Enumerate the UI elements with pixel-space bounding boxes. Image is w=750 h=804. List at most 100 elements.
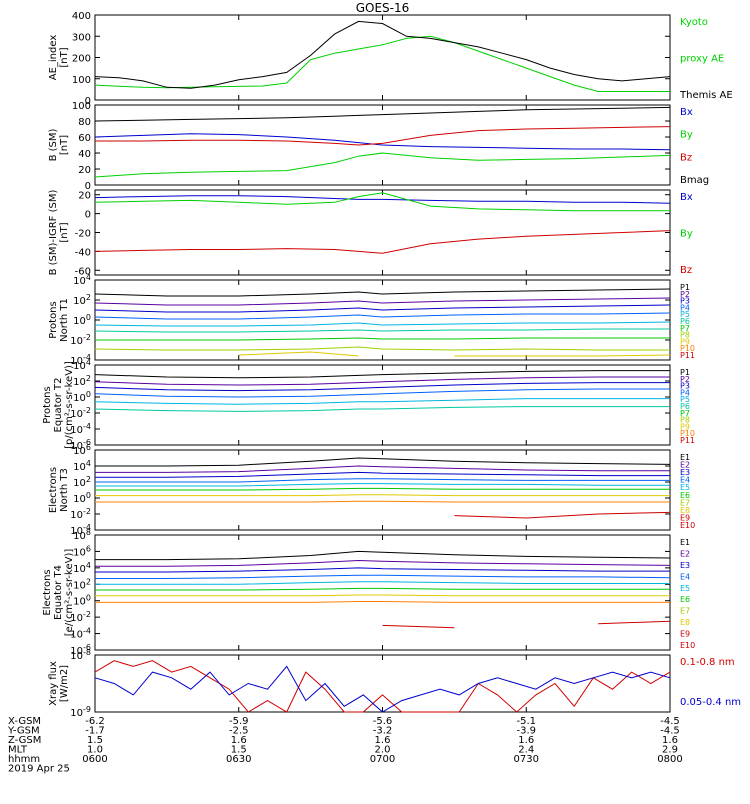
ytick-label-bsm: 100 (72, 101, 91, 112)
legend-entry-pn: P1 (680, 283, 690, 292)
legend-entry-pn: P8 (680, 331, 690, 340)
ephemeris-value: 1.5 (231, 745, 247, 756)
legend-entry-xray: 0.05-0.4 nm (680, 697, 741, 708)
series-line-pn-p8 (94, 346, 670, 351)
legend-entry-en: E4 (680, 476, 690, 485)
ytick-label-pn: 104 (73, 273, 91, 287)
ytick-label-bsm: 40 (78, 149, 91, 160)
ytick-label-en: 104 (73, 459, 91, 473)
legend-entry-pn: P5 (680, 310, 690, 319)
legend-entry-pe: P2 (680, 375, 690, 384)
series-line-xray-0-05-0-4-nm (94, 665, 671, 713)
series-line-en-e3 (95, 471, 670, 478)
series-line-bsm-bmag (94, 106, 671, 122)
series-line-en-e6 (95, 487, 670, 491)
series-line-pn-p9 (238, 351, 671, 357)
series-line-ee-e9 (382, 620, 671, 629)
ephemeris-value: 1.0 (87, 745, 103, 756)
ytick-label-pn: 10-4 (70, 353, 91, 367)
ytick-label-pe: 10-4 (70, 422, 91, 436)
legend-entry-pe: P9 (680, 422, 690, 431)
ylabel-ee: ElectronsEquator T4[e/(cm²-s-sr-keV)] (42, 549, 75, 637)
series-line-ee-e4 (95, 574, 671, 579)
series-line-pn-p2 (94, 297, 671, 306)
legend-entry-pn: P9 (680, 337, 690, 346)
ylabel-bsm: B (SM)[nT] (48, 128, 70, 161)
series-line-bigrf-by (94, 192, 670, 212)
legend-entry-bigrf: Bz (680, 265, 692, 276)
series-line-pe-p3 (94, 382, 670, 392)
series-line-ee-e7 (95, 594, 670, 597)
ytick-label-pn: 10-2 (70, 333, 91, 347)
legend-entry-en: E10 (680, 521, 695, 530)
ytick-label-ee: 106 (73, 544, 91, 558)
ytick-label-en: 100 (73, 491, 91, 505)
ephemeris-value: -1.7 (85, 726, 105, 737)
legend-entry-pe: P11 (680, 436, 695, 445)
ephemeris-value: -4.5 (660, 716, 680, 727)
series-line-pn-p4 (94, 312, 671, 320)
series-line-pn-p6 (94, 328, 670, 333)
series-line-ee-e5 (95, 581, 670, 585)
legend-entry-pe: P5 (680, 395, 690, 404)
ytick-label-ae: 400 (72, 11, 91, 22)
legend-entry-pe: P10 (680, 429, 695, 438)
ytick-label-bsm: 0 (85, 181, 91, 192)
series-line-en-e8 (95, 500, 670, 503)
series-line-ee-e3 (95, 567, 670, 573)
legend-entry-en: E9 (680, 513, 690, 522)
series-line-en-e7 (95, 494, 670, 497)
ephemeris-value: -4.5 (660, 726, 680, 737)
legend-entry-pe: P4 (680, 388, 690, 397)
ytick-label-pe: 100 (73, 390, 91, 404)
ytick-label-bigrf: 20 (78, 191, 91, 202)
legend-entry-pn: P7 (680, 324, 690, 333)
series-line-pe-p6 (94, 406, 670, 412)
ytick-label-en: 10-4 (70, 523, 91, 537)
ytick-label-ee: 10-6 (70, 643, 91, 657)
series-line-pn-p3 (94, 304, 671, 313)
ytick-label-ee: 102 (73, 577, 91, 591)
ytick-label-bigrf: -40 (75, 247, 91, 258)
legend-entry-pn: P6 (680, 317, 690, 326)
legend-entry-en: E5 (680, 483, 690, 492)
legend-entry-en: E8 (680, 506, 690, 515)
series-line-ee-e6 (95, 587, 670, 591)
legend-entry-bsm: Bx (680, 107, 693, 118)
ephemeris-value: 0600 (82, 754, 107, 765)
figure-title: GOES-16 (356, 1, 410, 15)
legend-entry-xray: 0.1-0.8 nm (680, 657, 735, 668)
series-line-bsm-bx (94, 133, 671, 151)
series-line-xray-0-1-0-8-nm (94, 660, 671, 713)
series-line-pe-p5 (94, 398, 670, 405)
series-line-en-e4 (95, 478, 670, 483)
ephemeris-value: -2.5 (229, 726, 249, 737)
ytick-label-bigrf: -60 (75, 266, 91, 277)
legend-entry-pe: P7 (680, 409, 690, 418)
ytick-label-pe: 102 (73, 374, 91, 388)
ytick-label-bsm: 60 (78, 133, 91, 144)
legend-entry-ee: E6 (680, 595, 690, 604)
ephemeris-value: -3.9 (516, 726, 536, 737)
ytick-label-ae: 300 (72, 32, 91, 43)
legend-entry-bsm: By (680, 130, 693, 141)
ylabel-pn: ProtonsNorth T1 (48, 298, 70, 342)
ytick-label-pn: 102 (73, 293, 91, 307)
legend-entry-en: E7 (680, 498, 690, 507)
ephemeris-value: 0630 (226, 754, 251, 765)
ephemeris-value: 0700 (370, 754, 395, 765)
ytick-label-en: 102 (73, 475, 91, 489)
ytick-label-xray: 10-8 (70, 648, 91, 662)
panel-frame-pn (94, 279, 671, 361)
ytick-label-ee: 108 (73, 528, 91, 542)
ephemeris-row-label: Y-GSM (7, 726, 40, 737)
ephemeris-value: 1.6 (375, 735, 391, 746)
ytick-label-pe: 10-6 (70, 438, 91, 452)
series-line-ee-e2 (95, 559, 671, 567)
ylabel-bigrf: B (SM)-IGRF (SM)[nT] (48, 190, 70, 276)
series-line-bsm-bz (95, 126, 671, 146)
legend-entry-pe: P6 (680, 402, 690, 411)
legend-entry-en: E2 (680, 461, 690, 470)
legend-entry-ee: E2 (680, 549, 690, 558)
